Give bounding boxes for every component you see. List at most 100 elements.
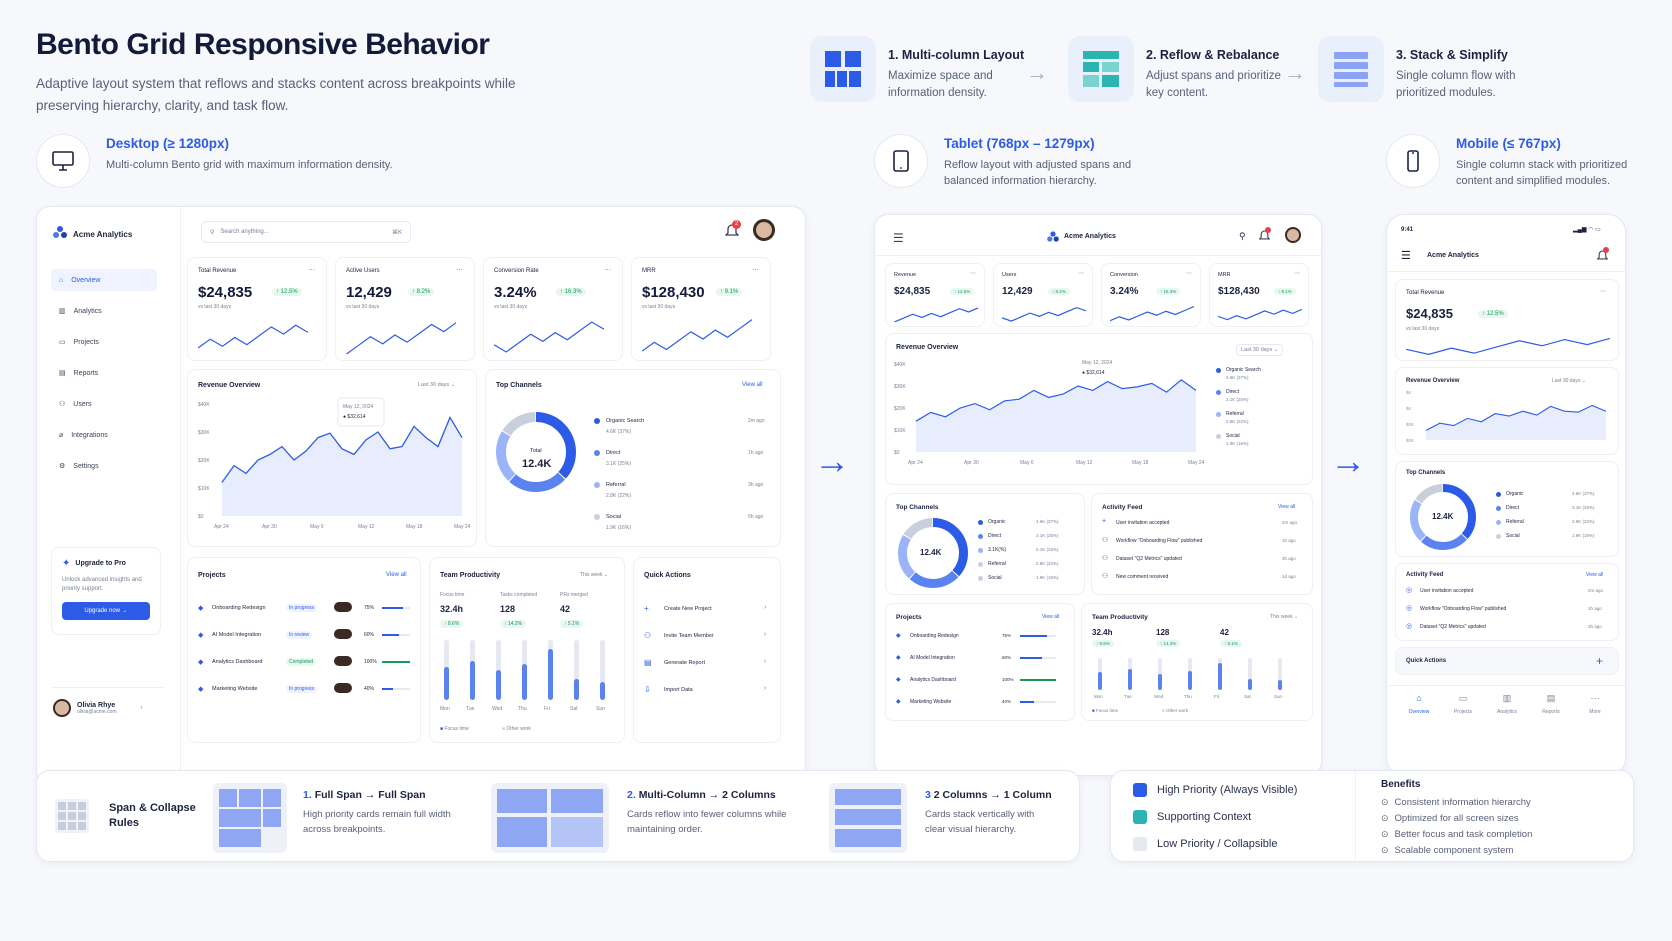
kpi-delta: ↑ 16.3% bbox=[1156, 288, 1181, 295]
tab-more[interactable]: ⋯ More bbox=[1575, 693, 1615, 723]
more-icon[interactable]: ⋯ bbox=[308, 267, 315, 274]
table-row[interactable]: ◆ AI Model Integration 60% bbox=[896, 654, 1066, 666]
stat-delta: ↑ 5.1% bbox=[1220, 640, 1242, 647]
bell-icon[interactable]: 2 bbox=[724, 220, 741, 244]
day-label: Sun bbox=[1274, 694, 1283, 699]
quick-action-item[interactable]: + Create New Project › bbox=[642, 602, 774, 618]
channel-name: Direct bbox=[606, 450, 621, 456]
sparkline-path bbox=[1218, 308, 1302, 321]
sidebar-item-projects[interactable]: ▭ Projects bbox=[51, 331, 157, 353]
table-row[interactable]: ◆ Onboarding Redesign 75% bbox=[896, 632, 1066, 644]
sidebar-item-overview[interactable]: ⌂ Overview bbox=[51, 269, 157, 291]
kpi-card: Total Revenue ⋯ $24,835 ↑ 12.5% vs last 30 d… bbox=[187, 257, 327, 361]
more-icon[interactable]: ⋯ bbox=[1078, 271, 1084, 277]
tablet-title: Tablet (768px – 1279px) bbox=[944, 136, 1095, 151]
quick-action-item[interactable]: ⚇ Invite Team Member › bbox=[642, 629, 774, 645]
card-title: Activity Feed bbox=[1406, 572, 1444, 578]
avatar[interactable] bbox=[1285, 227, 1301, 243]
activity-icon: ◎ bbox=[1406, 623, 1413, 630]
rule-title: Full Span → Full Span bbox=[314, 789, 426, 801]
legend-label: Supporting Context bbox=[1157, 811, 1252, 823]
sidebar-item-integrations[interactable]: ⌀ Integrations bbox=[51, 424, 157, 446]
tab-analytics[interactable]: ▥ Analytics bbox=[1487, 693, 1527, 723]
x-tick-label: May 6 bbox=[310, 524, 324, 530]
menu-icon[interactable]: ☰ bbox=[893, 231, 904, 245]
project-icon: ◆ bbox=[198, 659, 204, 666]
view-all-link[interactable]: View all bbox=[1586, 572, 1604, 578]
legend-dot bbox=[1496, 492, 1501, 497]
card-title: Quick Actions bbox=[644, 572, 691, 579]
range-select[interactable]: Last 30 days ⌄ bbox=[1236, 344, 1284, 356]
tab-projects[interactable]: ▭ Projects bbox=[1443, 693, 1483, 723]
card-title: Top Channels bbox=[1406, 470, 1446, 476]
view-all-link[interactable]: View all bbox=[742, 382, 763, 388]
project-name: AI Model Integration bbox=[212, 632, 262, 638]
step-desc: Single column flow with prioritized modu… bbox=[1396, 70, 1516, 99]
view-all-link[interactable]: View all bbox=[1042, 614, 1060, 620]
upgrade-button[interactable]: Upgrade now → bbox=[62, 602, 150, 620]
tab-reports[interactable]: ▤ Reports bbox=[1531, 693, 1571, 723]
tab-overview[interactable]: ⌂ Overview bbox=[1399, 693, 1439, 723]
more-icon[interactable]: ⋯ bbox=[1294, 271, 1300, 277]
project-icon: ◆ bbox=[896, 655, 901, 661]
sidebar-item-users[interactable]: ⚇ Users bbox=[51, 393, 157, 415]
revenue-chart: $40K $30K $20K $10K $0 Apr 24 Apr 30 May 6 May 1… bbox=[894, 360, 1205, 466]
table-row[interactable]: ◆ Analytics Dashboard 100% bbox=[896, 676, 1066, 688]
activity-text: User invitation accepted bbox=[1420, 588, 1474, 594]
stat-label: PRs merged bbox=[560, 592, 588, 598]
revenue-area bbox=[1426, 405, 1606, 440]
sidebar-item-analytics[interactable]: ▥ Analytics bbox=[51, 300, 157, 322]
table-row[interactable]: ◆ Analytics Dashboard Completed 100% bbox=[198, 656, 412, 670]
more-icon[interactable]: ⋯ bbox=[1186, 271, 1192, 277]
avatar[interactable] bbox=[753, 219, 775, 241]
more-icon[interactable]: ⋯ bbox=[970, 271, 976, 277]
kpi-delta: ↑ 8.2% bbox=[408, 288, 435, 296]
table-row[interactable]: ◆ Marketing Website In progress 40% bbox=[198, 683, 412, 697]
quick-action-item[interactable]: ⇩ Import Data › bbox=[642, 683, 774, 699]
view-all-link[interactable]: View all bbox=[1278, 504, 1296, 510]
legend-dot bbox=[1496, 506, 1501, 511]
benefits-title: Benefits bbox=[1381, 779, 1421, 790]
menu-icon[interactable]: ☰ bbox=[1401, 250, 1411, 262]
more-icon[interactable]: ⋯ bbox=[604, 267, 611, 274]
quick-action-item[interactable]: ▤ Generate Report › bbox=[642, 656, 774, 672]
rule-3-illustration bbox=[829, 783, 907, 853]
range-select[interactable]: Last 30 days ⌄ bbox=[1552, 378, 1586, 384]
bar bbox=[548, 649, 553, 700]
y-tick-label: $30K bbox=[198, 430, 210, 436]
table-row[interactable]: ◆ Marketing Website 40% bbox=[896, 698, 1066, 710]
card-title: Projects bbox=[198, 572, 226, 579]
plus-icon[interactable]: + bbox=[1596, 654, 1604, 668]
kpi-delta: ↑ 8.2% bbox=[1048, 288, 1070, 295]
tab-label: More bbox=[1589, 709, 1601, 715]
range-select[interactable]: Last 30 days ⌄ bbox=[418, 382, 456, 388]
range-select[interactable]: This week ⌄ bbox=[1270, 614, 1299, 620]
rule-desc: High priority cards remain full width ac… bbox=[303, 809, 451, 835]
bell-icon[interactable] bbox=[1258, 227, 1271, 247]
rule-2-illustration bbox=[491, 783, 609, 853]
range-select[interactable]: This week ⌄ bbox=[580, 572, 609, 578]
table-row[interactable]: ◆ AI Model Integration In review 60% bbox=[198, 629, 412, 643]
y-tick-label: $0K bbox=[1406, 422, 1414, 427]
user-profile[interactable]: Olivia Rhye olivia@acme.com › bbox=[53, 699, 143, 717]
channel-name: Organic bbox=[1506, 491, 1524, 497]
progress-pct: 100% bbox=[1002, 677, 1014, 682]
sidebar-item-reports[interactable]: ▤ Reports bbox=[51, 362, 157, 384]
table-row[interactable]: ◆ Onboarding Redesign In progress 75% bbox=[198, 602, 412, 616]
quick-actions-row[interactable]: Quick Actions + bbox=[1395, 647, 1619, 675]
search-icon[interactable]: ⚲ bbox=[1239, 231, 1246, 241]
bell-icon[interactable] bbox=[1596, 247, 1609, 267]
sidebar-item-settings[interactable]: ⚙ Settings bbox=[51, 455, 157, 477]
channel-name: Organic bbox=[988, 519, 1006, 525]
revenue-overview-card: Revenue Overview Last 30 days ⌄ $40K $30K… bbox=[885, 333, 1313, 485]
kpi-delta: ↑ 12.5% bbox=[950, 288, 975, 295]
kpi-card: MRR ⋯ $128,430 ↑ 9.1% vs last 30 days bbox=[631, 257, 771, 361]
more-icon[interactable]: ⋯ bbox=[752, 267, 759, 274]
more-icon[interactable]: ⋯ bbox=[1600, 289, 1606, 295]
stat-value: 32.4h bbox=[440, 604, 464, 614]
view-all-link[interactable]: View all bbox=[386, 572, 407, 578]
legend-dot bbox=[978, 562, 983, 567]
activity-icon: ⚇ bbox=[1102, 537, 1109, 544]
more-icon[interactable]: ⋯ bbox=[456, 267, 463, 274]
search-input[interactable]: ⚲ Search anything... ⌘K bbox=[201, 221, 411, 243]
